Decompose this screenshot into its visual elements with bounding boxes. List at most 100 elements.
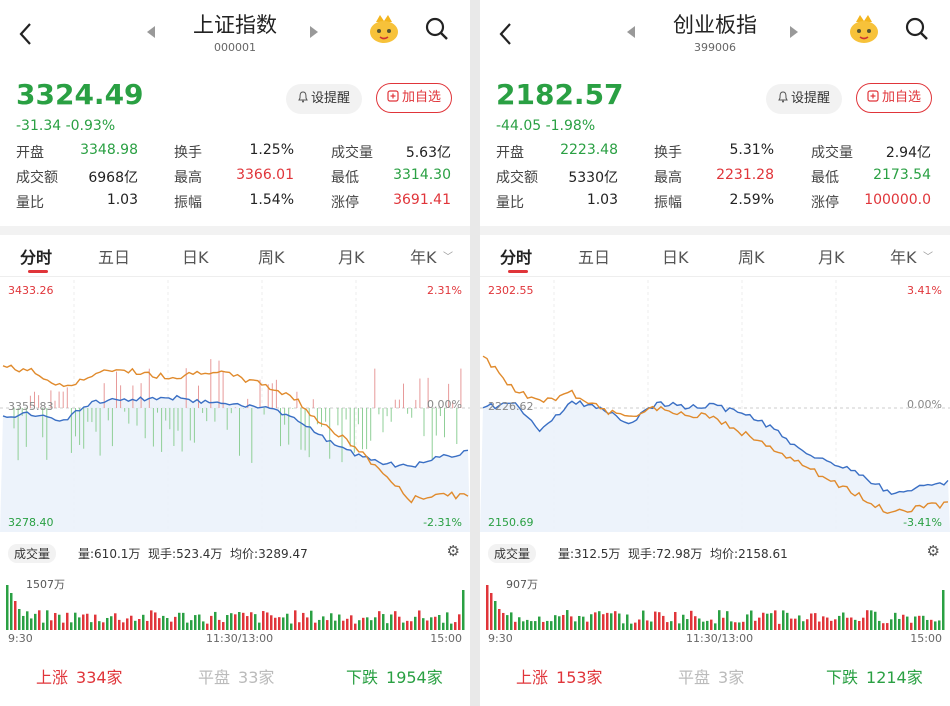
mascot-icon[interactable] [848, 14, 880, 44]
volume-bar [610, 613, 613, 630]
volume-bar [322, 616, 325, 630]
active-tab-indicator [28, 270, 48, 273]
volume-bar [638, 619, 641, 630]
time-axis: 9:30 11:30/13:00 15:00 [0, 632, 470, 648]
period-tabs: 分时 五日 日K 周K 月K 年K ﹀ [480, 240, 950, 277]
volume-bar [10, 593, 13, 630]
volume-bar [414, 616, 417, 630]
tab-1[interactable]: 五日 [578, 248, 611, 267]
volume-indicator-select[interactable]: 成交量 [8, 544, 57, 563]
volume-bar [266, 612, 269, 630]
axis-label: 2150.69 [488, 516, 534, 529]
volume-bar [746, 614, 749, 630]
volume-bar [718, 610, 721, 630]
tab-5[interactable]: 年K [890, 248, 917, 267]
volume-bar [498, 609, 501, 630]
volume-bar [382, 614, 385, 630]
add-watchlist-button[interactable]: 加自选 [856, 83, 932, 113]
axis-label: 0.00% [907, 398, 942, 411]
prev-index-icon[interactable] [627, 26, 635, 38]
volume-bar [854, 619, 857, 630]
volume-bar [574, 621, 577, 630]
volume-bar [538, 616, 541, 630]
stat-value: 3366.01 [236, 167, 294, 183]
tab-0[interactable]: 分时 [500, 248, 533, 267]
chevron-down-icon[interactable]: ﹀ [923, 252, 933, 263]
set-alert-button[interactable]: 设提醒 [286, 84, 362, 114]
back-icon[interactable] [14, 20, 38, 48]
volume-bar [30, 618, 33, 630]
volume-bar [930, 619, 933, 630]
volume-bar [934, 621, 937, 630]
stats-row: 量比 1.03 振幅 2.59% 涨停 100000.0 [496, 192, 936, 217]
down-label: 下跌 [346, 668, 379, 687]
tab-1[interactable]: 五日 [98, 248, 131, 267]
volume-bar [598, 611, 601, 630]
volume-bar [734, 622, 737, 630]
change-percent: -1.98% [545, 118, 596, 134]
stat-label: 成交量 [331, 145, 373, 161]
volume-bar [642, 610, 645, 630]
next-index-icon[interactable] [310, 26, 318, 38]
volume-bar [858, 621, 861, 630]
volume-bar [102, 622, 105, 630]
volume-bar [798, 615, 801, 630]
tab-4[interactable]: 月K [338, 248, 365, 267]
volume-bar [434, 616, 437, 630]
settings-icon[interactable]: ⚙ [926, 542, 940, 560]
volume-bar [818, 621, 821, 630]
volume-bar [198, 614, 201, 630]
back-icon[interactable] [494, 20, 518, 48]
axis-label: 3355.83 [8, 400, 54, 413]
prev-index-icon[interactable] [147, 26, 155, 38]
volume-bar [682, 614, 685, 630]
intraday-chart[interactable] [0, 280, 470, 532]
stat-label: 量比 [496, 195, 524, 211]
next-index-icon[interactable] [790, 26, 798, 38]
volume-bar [26, 611, 29, 630]
chevron-down-icon[interactable]: ﹀ [443, 252, 453, 263]
settings-icon[interactable]: ⚙ [446, 542, 460, 560]
tab-5[interactable]: 年K [410, 248, 437, 267]
search-icon[interactable] [904, 16, 930, 42]
volume-bar [762, 612, 765, 630]
volume-bar [366, 617, 369, 630]
set-alert-button[interactable]: 设提醒 [766, 84, 842, 114]
volume-bar [630, 623, 633, 630]
change-value: -44.05 [496, 118, 542, 134]
tab-3[interactable]: 周K [258, 248, 285, 267]
time-start: 9:30 [8, 632, 33, 645]
volume-bar [726, 611, 729, 630]
volume-bar [174, 616, 177, 630]
volume-indicator-select[interactable]: 成交量 [488, 544, 537, 563]
volume-bar [830, 620, 833, 630]
period-tabs: 分时 五日 日K 周K 月K 年K ﹀ [0, 240, 470, 277]
volume-bar [394, 611, 397, 630]
volume-bar [546, 620, 549, 630]
volume-max-label: 1507万 [26, 578, 65, 591]
tab-2[interactable]: 日K [662, 248, 689, 267]
tab-3[interactable]: 周K [738, 248, 765, 267]
volume-bar [374, 617, 377, 630]
volume-bar [462, 590, 465, 630]
volume-bar [894, 612, 897, 630]
volume-bar [38, 610, 41, 630]
volume-bar [150, 610, 153, 630]
volume-bar [694, 616, 697, 630]
intraday-chart[interactable] [480, 280, 950, 532]
add-watchlist-button[interactable]: 加自选 [376, 83, 452, 113]
volume-bar [910, 622, 913, 630]
add-watchlist-label: 加自选 [881, 90, 921, 105]
search-icon[interactable] [424, 16, 450, 42]
tab-4[interactable]: 月K [818, 248, 845, 267]
volume-bar [882, 623, 885, 630]
stat-label: 振幅 [174, 195, 202, 211]
tab-0[interactable]: 分时 [20, 248, 53, 267]
volume-bar [490, 593, 493, 630]
volume-bar [634, 622, 637, 630]
mascot-icon[interactable] [368, 14, 400, 44]
volume-bar [842, 612, 845, 630]
tab-2[interactable]: 日K [182, 248, 209, 267]
volume-bar [170, 621, 173, 630]
volume-bar [186, 622, 189, 630]
